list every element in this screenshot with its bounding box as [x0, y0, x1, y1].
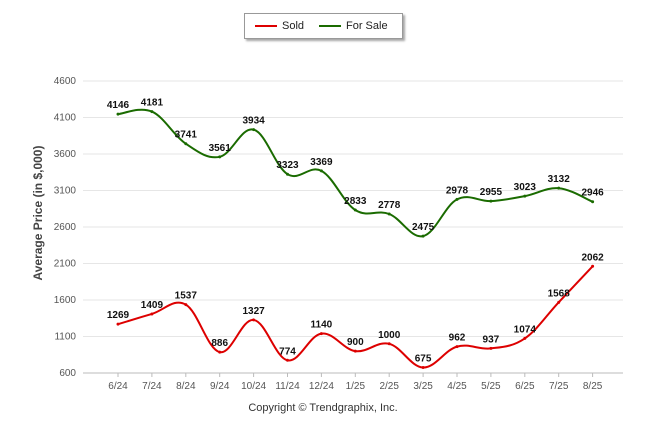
data-point-sold	[286, 358, 289, 362]
series-line-for-sale	[117, 108, 593, 238]
data-label-for-sale: 2946	[581, 188, 604, 199]
data-point-sold	[319, 332, 323, 336]
data-label-for-sale: 2475	[412, 222, 435, 233]
data-label-for-sale: 2955	[480, 187, 503, 198]
data-point-sold	[218, 350, 222, 354]
data-point-for-sale	[455, 197, 459, 201]
x-tick-label: 9/24	[210, 381, 230, 392]
data-point-for-sale	[319, 169, 323, 173]
data-label-sold: 937	[483, 334, 500, 345]
copyright-footer: Copyright © Trendgraphix, Inc.	[248, 402, 398, 414]
data-label-for-sale: 4181	[141, 98, 164, 109]
legend-label-for-sale: For Sale	[346, 20, 388, 32]
data-point-for-sale	[116, 112, 120, 116]
x-tick-label: 7/24	[142, 381, 162, 392]
data-label-sold: 1269	[107, 310, 130, 321]
data-point-sold	[455, 345, 459, 349]
x-tick-label: 3/25	[413, 381, 433, 392]
data-label-sold: 675	[415, 354, 432, 365]
legend: Sold For Sale	[244, 13, 403, 39]
x-tick-label: 7/25	[549, 381, 569, 392]
y-tick-label: 3600	[54, 149, 77, 160]
x-tick-label: 8/25	[583, 381, 603, 392]
data-point-for-sale	[421, 234, 425, 238]
data-point-for-sale	[286, 172, 289, 176]
data-point-for-sale	[184, 142, 188, 146]
data-point-sold	[557, 300, 561, 304]
data-point-for-sale	[523, 194, 527, 198]
data-label-sold: 886	[211, 338, 228, 349]
data-label-sold: 1568	[548, 288, 571, 299]
data-point-for-sale	[353, 208, 357, 212]
data-label-sold: 1140	[311, 320, 333, 331]
data-label-sold: 1000	[378, 330, 401, 341]
data-point-sold	[116, 322, 120, 326]
data-label-sold: 962	[449, 333, 466, 344]
y-tick-label: 4600	[54, 76, 77, 87]
y-tick-label: 4100	[54, 113, 77, 124]
sold-swatch-icon	[255, 25, 277, 27]
x-tick-label: 4/25	[447, 381, 467, 392]
data-label-sold: 1327	[242, 306, 265, 317]
data-label-for-sale: 2778	[378, 200, 401, 211]
data-label-for-sale: 3132	[548, 174, 571, 185]
x-tick-label: 6/24	[108, 381, 128, 392]
data-point-sold	[591, 264, 595, 268]
data-label-for-sale: 3369	[310, 157, 333, 168]
y-tick-label: 1100	[54, 332, 76, 343]
data-point-for-sale	[489, 199, 493, 203]
data-label-sold: 1537	[175, 291, 198, 302]
data-point-sold	[150, 312, 154, 316]
y-tick-label: 2600	[54, 222, 77, 233]
y-tick-label: 3100	[54, 186, 77, 197]
data-label-sold: 1409	[141, 300, 164, 311]
data-label-for-sale: 4146	[107, 100, 130, 111]
y-tick-label: 1600	[54, 295, 77, 306]
data-label-sold: 774	[279, 346, 296, 357]
data-point-for-sale	[252, 128, 256, 132]
data-point-sold	[387, 342, 391, 346]
x-tick-label: 2/25	[379, 381, 399, 392]
data-point-for-sale	[387, 212, 391, 216]
data-label-sold: 2062	[581, 252, 604, 263]
y-axis-label: Average Price (in $,000)	[31, 145, 45, 281]
data-point-for-sale	[591, 200, 595, 204]
data-point-sold	[252, 318, 256, 322]
y-tick-label: 2100	[54, 259, 77, 270]
data-point-for-sale	[557, 186, 561, 190]
x-tick-label: 5/25	[481, 381, 501, 392]
x-tick-label: 11/24	[275, 381, 300, 392]
data-point-for-sale	[218, 155, 222, 159]
data-point-for-sale	[150, 110, 154, 114]
x-tick-label: 8/24	[176, 381, 196, 392]
data-label-sold: 1074	[514, 324, 537, 335]
y-tick-label: 600	[59, 368, 76, 379]
data-point-sold	[489, 346, 493, 350]
x-tick-label: 1/25	[346, 381, 366, 392]
data-label-for-sale: 2833	[344, 196, 367, 207]
data-label-sold: 900	[347, 337, 364, 348]
data-label-for-sale: 2978	[446, 185, 469, 196]
for-sale-swatch-icon	[319, 25, 341, 27]
data-point-sold	[421, 366, 425, 370]
data-label-for-sale: 3323	[276, 160, 299, 171]
data-point-sold	[523, 336, 527, 340]
x-tick-label: 12/24	[309, 381, 334, 392]
legend-label-sold: Sold	[282, 20, 305, 32]
data-label-for-sale: 3023	[514, 182, 537, 193]
data-point-sold	[184, 303, 188, 307]
x-tick-label: 10/24	[241, 381, 266, 392]
data-label-for-sale: 3561	[209, 143, 232, 154]
data-label-for-sale: 3741	[175, 130, 198, 141]
data-label-for-sale: 3934	[242, 116, 265, 127]
data-point-sold	[353, 349, 357, 353]
x-tick-label: 6/25	[515, 381, 535, 392]
